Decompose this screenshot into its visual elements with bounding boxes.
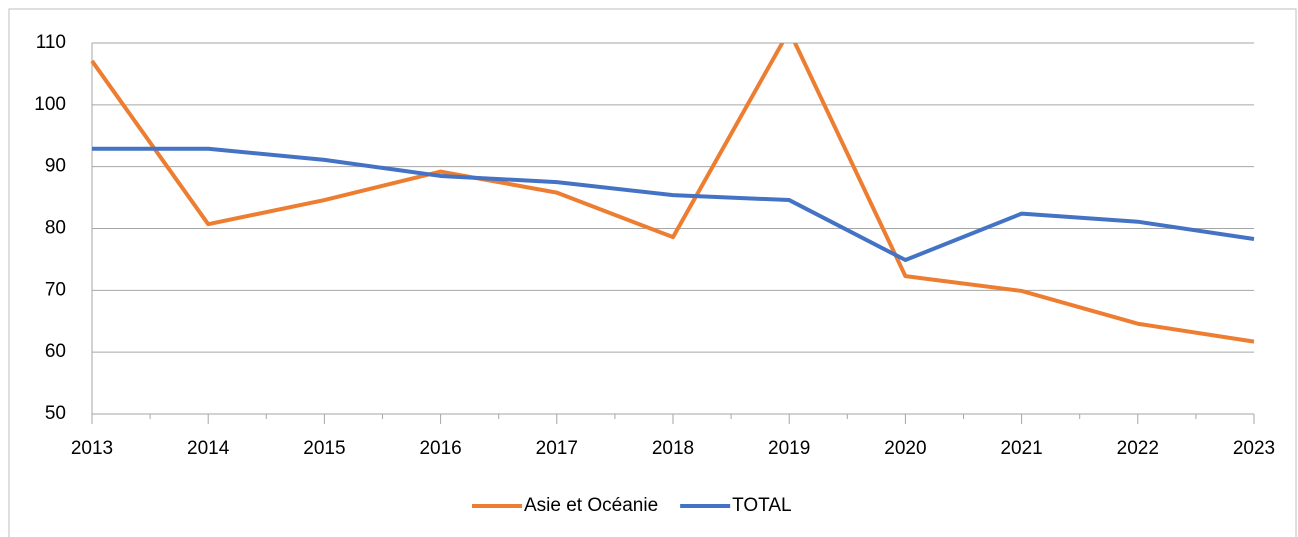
y-tick-label: 60 [45, 341, 66, 362]
y-tick-label: 80 [45, 218, 66, 239]
y-tick-label: 100 [34, 94, 66, 115]
series-line [92, 146, 1255, 263]
x-tick-label: 2014 [187, 438, 230, 459]
x-tick-label: 2016 [419, 438, 461, 459]
x-tick-label: 2022 [1117, 438, 1159, 459]
x-tick-label: 2020 [884, 438, 926, 459]
legend-label: TOTAL [732, 495, 791, 516]
x-tick-label: 2015 [303, 438, 345, 459]
y-tick-label: 70 [45, 279, 66, 300]
y-tick-label: 90 [45, 156, 66, 177]
x-tick-label: 2021 [1000, 438, 1042, 459]
y-tick-label: 50 [45, 403, 66, 424]
x-tick-label: 2023 [1233, 438, 1275, 459]
y-tick-label: 110 [36, 32, 66, 53]
x-tick-label: 2013 [71, 438, 113, 459]
chart-border [8, 8, 1297, 537]
x-tick-label: 2017 [536, 438, 578, 459]
x-tick-label: 2019 [768, 438, 810, 459]
series-line [90, 43, 1255, 344]
plot-lines [90, 43, 1255, 344]
x-tick-label: 2018 [652, 438, 694, 459]
legend-label: Asie et Océanie [524, 495, 658, 516]
